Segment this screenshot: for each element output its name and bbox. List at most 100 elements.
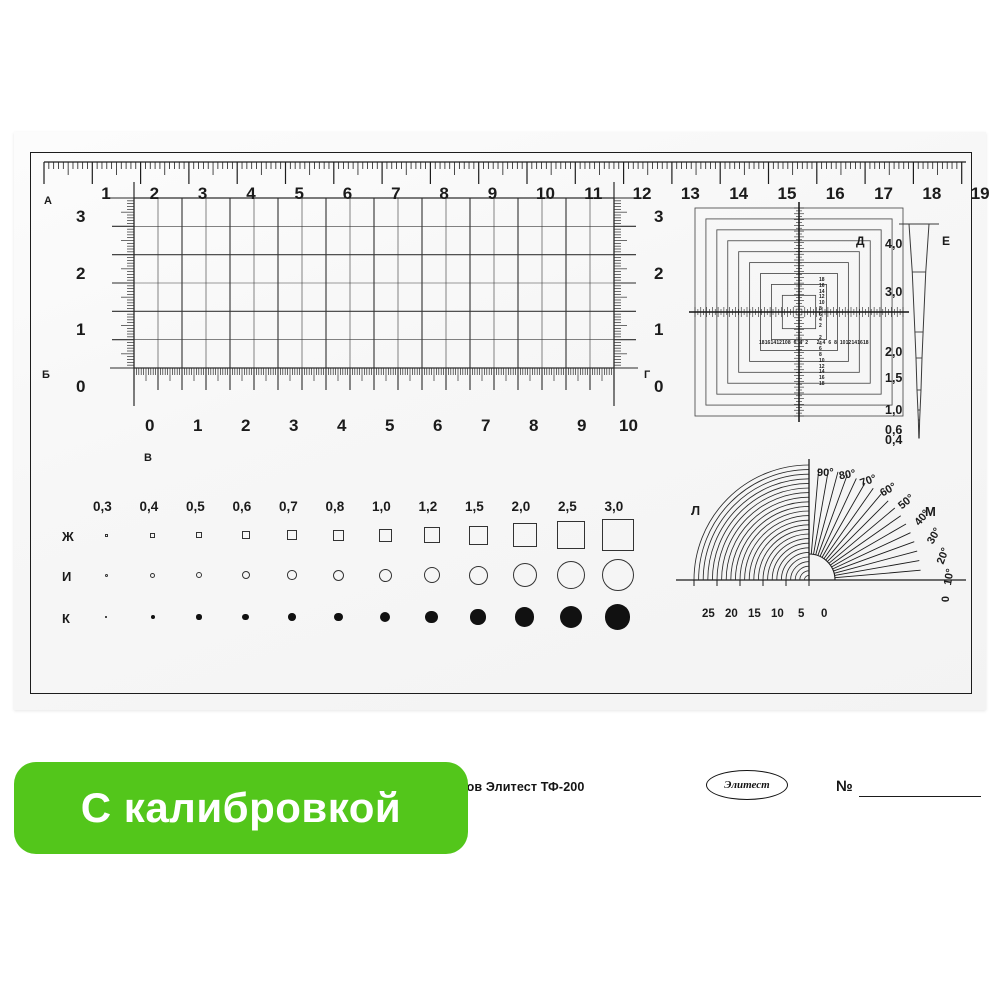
ruler-tick-19: 19 xyxy=(970,184,990,203)
grid-x-4: 4 xyxy=(337,416,347,435)
section-letter-m: М xyxy=(925,504,936,519)
sq-y-10-4: 10 xyxy=(819,300,825,307)
sq-y-6-11: 6 xyxy=(819,346,822,353)
brand-logo: Элитест xyxy=(706,770,788,800)
spot-К-0,7 xyxy=(288,613,296,621)
serial-number-line xyxy=(859,796,981,797)
angle-label-90: 90° xyxy=(817,467,834,479)
arc-tick-10: 10 xyxy=(771,608,784,620)
spot-К-2,0 xyxy=(514,607,535,627)
sq-y-10-13: 10 xyxy=(819,357,825,364)
ruler-tick-7: 7 xyxy=(391,184,401,203)
sq-x-10-4: 10 xyxy=(782,340,788,346)
sq-x-14-2: 14 xyxy=(770,340,777,346)
spot-Ж-3,0 xyxy=(601,519,634,551)
spot-Ж-0,8 xyxy=(333,529,344,541)
spot-size-1,0: 1,0 xyxy=(372,499,391,514)
ruler-tick-3: 3 xyxy=(197,184,208,203)
sq-y-6-6: 6 xyxy=(819,311,822,318)
spot-К-0,6 xyxy=(242,613,249,621)
wedge-label-2,0: 2,0 xyxy=(885,345,903,359)
sq-x-4-10: 4 xyxy=(822,340,826,346)
ruler-tick-18: 18 xyxy=(922,184,942,203)
grid-x-5: 5 xyxy=(385,416,395,435)
spot-Ж-1,2 xyxy=(423,527,440,543)
sq-x-2-8: 2 xyxy=(805,340,808,346)
grid-y-right-3: 3 xyxy=(654,207,664,226)
arc-tick-0: 0 xyxy=(821,608,828,620)
spot-size-0,3: 0,3 xyxy=(93,499,112,514)
arc-tick-20: 20 xyxy=(725,608,738,620)
grid-x-0: 0 xyxy=(145,416,155,435)
sq-x-8-5: 8 xyxy=(787,340,791,346)
spot-size-0,7: 0,7 xyxy=(279,499,298,514)
spot-И-1,2 xyxy=(423,567,440,583)
grid-x-7: 7 xyxy=(481,416,491,435)
angle-label-0: 0 xyxy=(940,595,953,603)
sq-x-2-9: 2 xyxy=(816,340,820,346)
sq-x-6-11: 6 xyxy=(828,340,832,346)
spot-size-0,6: 0,6 xyxy=(232,499,252,514)
sq-y-18-0: 18 xyxy=(819,277,825,283)
grid-x-3: 3 xyxy=(289,416,299,435)
grid-x-10: 10 xyxy=(619,416,638,435)
grid-x-9: 9 xyxy=(577,416,587,435)
section-letter-d: Д xyxy=(856,234,865,248)
spot-К-1,0 xyxy=(379,611,391,623)
ruler-tick-4: 4 xyxy=(246,184,256,203)
sq-y-14-2: 14 xyxy=(819,288,825,295)
grid-x-2: 2 xyxy=(241,416,251,435)
grid-y-right-2: 2 xyxy=(654,263,664,283)
spot-row-letter-Ж: Ж xyxy=(62,529,74,544)
spot-size-0,4: 0,4 xyxy=(139,499,159,514)
spot-И-0,7 xyxy=(287,570,297,580)
spot-size-0,8: 0,8 xyxy=(325,499,345,514)
ruler-tick-9: 9 xyxy=(487,184,498,203)
calibration-badge-label: С калибровкой xyxy=(80,784,402,831)
sq-x-6-6: 6 xyxy=(793,340,797,346)
card-frame xyxy=(30,152,972,694)
sq-x-8-12: 8 xyxy=(834,340,837,346)
spot-size-1,5: 1,5 xyxy=(465,499,484,514)
spot-row-letter-К: К xyxy=(62,611,70,626)
ruler-tick-8: 8 xyxy=(439,184,449,203)
sq-x-12-14: 12 xyxy=(845,340,852,346)
spot-Ж-0,4 xyxy=(150,532,155,538)
arc-tick-25: 25 xyxy=(702,608,715,620)
spot-Ж-0,3 xyxy=(104,533,108,537)
sq-x-16-16: 16 xyxy=(857,340,863,346)
grid-y-left-0: 0 xyxy=(76,377,86,396)
section-letter-l: Л xyxy=(691,503,701,518)
spot-И-2,5 xyxy=(557,561,585,589)
spot-И-0,5 xyxy=(195,571,203,579)
ruler-tick-13: 13 xyxy=(680,184,700,203)
spot-row-letter-И: И xyxy=(62,569,72,584)
sq-x-18-17: 18 xyxy=(863,340,869,346)
spot-Ж-2,5 xyxy=(557,521,585,549)
spot-Ж-0,7 xyxy=(287,530,297,540)
spot-И-1,0 xyxy=(378,568,392,582)
sq-y-18-17: 18 xyxy=(819,381,825,387)
grid-y-left-3: 3 xyxy=(76,207,86,226)
grid-x-6: 6 xyxy=(433,416,443,435)
spot-И-0,4 xyxy=(150,572,155,578)
spot-size-0,5: 0,5 xyxy=(186,499,205,514)
ruler-tick-14: 14 xyxy=(729,184,749,203)
sq-y-4-7: 4 xyxy=(819,317,822,324)
spot-К-3,0 xyxy=(604,604,631,630)
ruler-tick-5: 5 xyxy=(294,184,304,203)
spot-Ж-0,6 xyxy=(241,531,250,539)
grid-x-1: 1 xyxy=(193,416,203,435)
ruler-tick-2: 2 xyxy=(149,184,160,203)
sq-y-8-5: 8 xyxy=(819,305,822,312)
sq-y-4-10: 4 xyxy=(819,340,822,347)
ruler-tick-1: 1 xyxy=(101,184,111,203)
ruler-tick-12: 12 xyxy=(632,184,652,203)
arc-tick-15: 15 xyxy=(748,608,761,620)
spot-И-1,5 xyxy=(468,565,488,585)
spot-К-0,5 xyxy=(196,614,202,620)
section-letter-a: А xyxy=(44,195,52,207)
sq-x-14-15: 14 xyxy=(851,340,857,346)
